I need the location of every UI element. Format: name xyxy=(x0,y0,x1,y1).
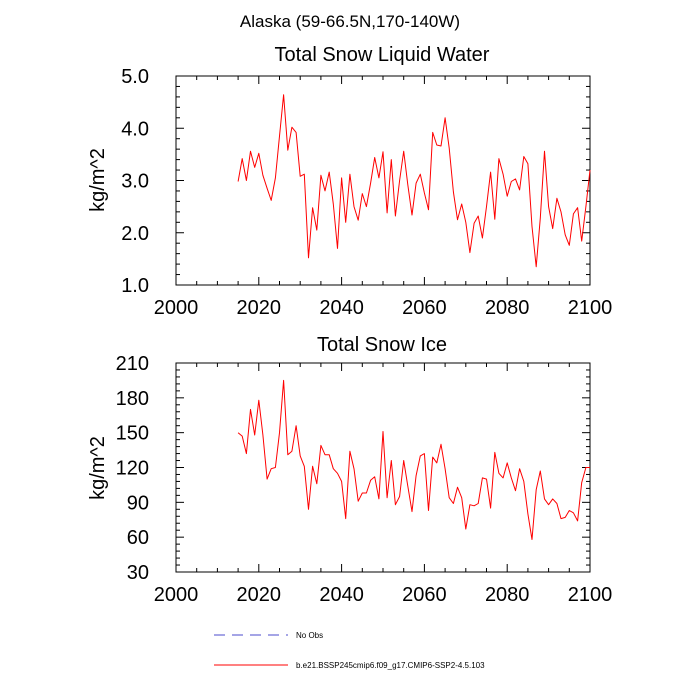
x-tick-label: 2080 xyxy=(485,297,530,319)
series-line xyxy=(237,379,590,540)
y-tick-label: 3.0 xyxy=(121,171,149,193)
x-tick-label: 2000 xyxy=(154,297,199,319)
y-tick-label: 60 xyxy=(127,527,149,549)
x-tick-label: 2040 xyxy=(319,297,364,319)
legend-label-model-run: b.e21.BSSP245cmip6.f09_g17.CMIP6-SSP2-4.… xyxy=(296,661,485,670)
x-tick-label: 2100 xyxy=(568,297,613,319)
y-tick-label: 4.0 xyxy=(121,118,149,140)
figure-title: Alaska (59-66.5N,170-140W) xyxy=(240,12,460,31)
x-tick-label: 2000 xyxy=(154,584,199,606)
x-tick-label: 2060 xyxy=(402,584,447,606)
panel-2-title: Total Snow Ice xyxy=(317,334,447,356)
y-tick-label: 180 xyxy=(116,388,149,410)
y-tick-label: 150 xyxy=(116,423,149,445)
legend-label-no-obs: No Obs xyxy=(296,631,323,640)
panel-1-plot-area: 2000 2020 2040 2060 2080 2100 1.0 2.0 3.0 4.0 5.0 xyxy=(121,66,612,319)
panel-snow-ice: Total Snow Ice kg/m^2 2000 2020 2040 2060 20… xyxy=(87,334,612,606)
panel-1-title: Total Snow Liquid Water xyxy=(275,44,490,66)
y-tick-label: 90 xyxy=(127,492,149,514)
x-tick-label: 2020 xyxy=(237,584,282,606)
panel-1-ylabel: kg/m^2 xyxy=(87,148,109,212)
y-tick-label: 5.0 xyxy=(121,66,149,88)
x-tick-label: 2020 xyxy=(237,297,282,319)
x-tick-label: 2040 xyxy=(319,584,364,606)
panel-2-plot-area: 2000 2020 2040 2060 2080 2100 30 60 90 120 150 180 2… xyxy=(116,353,613,606)
y-tick-label: 30 xyxy=(127,562,149,584)
x-tick-label: 2060 xyxy=(402,297,447,319)
x-tick-label: 2100 xyxy=(568,584,613,606)
y-tick-label: 210 xyxy=(116,353,149,375)
y-tick-label: 2.0 xyxy=(121,223,149,245)
legend: No Obs b.e21.BSSP245cmip6.f09_g17.CMIP6-… xyxy=(214,631,485,670)
series-line xyxy=(237,94,591,268)
plot-frame xyxy=(175,362,591,573)
panel-snow-liquid-water: Total Snow Liquid Water kg/m^2 2000 2020 2… xyxy=(87,44,612,319)
panel-2-ylabel: kg/m^2 xyxy=(87,436,109,500)
y-tick-label: 120 xyxy=(116,458,149,480)
x-tick-label: 2080 xyxy=(485,584,530,606)
y-tick-label: 1.0 xyxy=(121,275,149,297)
